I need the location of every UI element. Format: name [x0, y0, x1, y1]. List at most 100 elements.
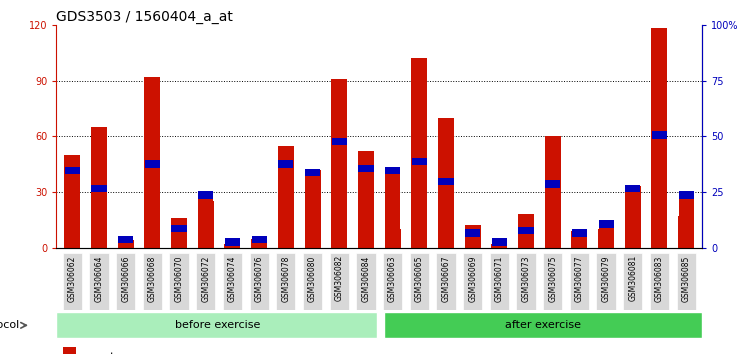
Bar	[412, 165, 427, 248]
Bar	[412, 58, 427, 248]
Text: GSM306069: GSM306069	[468, 255, 477, 302]
Bar	[358, 172, 373, 248]
Bar	[545, 180, 560, 248]
Text: GSM306081: GSM306081	[629, 255, 638, 302]
Text: GSM306084: GSM306084	[361, 255, 370, 302]
Bar	[198, 199, 213, 248]
Text: GSM306085: GSM306085	[682, 255, 691, 302]
Bar	[679, 199, 694, 248]
FancyBboxPatch shape	[170, 253, 189, 310]
Bar	[198, 191, 213, 248]
Bar	[572, 236, 587, 248]
Bar	[465, 229, 481, 248]
Bar	[305, 169, 320, 248]
Bar	[331, 79, 347, 248]
FancyBboxPatch shape	[650, 253, 669, 310]
Bar	[438, 118, 454, 248]
FancyBboxPatch shape	[356, 253, 376, 310]
FancyBboxPatch shape	[463, 253, 482, 310]
Text: GSM306062: GSM306062	[68, 255, 77, 302]
Bar	[145, 167, 160, 248]
Bar	[518, 214, 534, 248]
Text: GSM306068: GSM306068	[148, 255, 157, 302]
Bar	[65, 174, 80, 248]
Text: before exercise: before exercise	[175, 320, 261, 330]
FancyBboxPatch shape	[383, 253, 403, 310]
Bar	[145, 160, 160, 248]
FancyBboxPatch shape	[63, 253, 82, 310]
Text: GSM306071: GSM306071	[495, 255, 504, 302]
Bar	[118, 240, 134, 248]
Text: after exercise: after exercise	[505, 320, 581, 330]
Bar	[358, 151, 374, 248]
Bar	[572, 229, 587, 248]
Bar	[545, 188, 560, 248]
Text: GSM306079: GSM306079	[602, 255, 611, 302]
Bar	[144, 77, 161, 248]
FancyBboxPatch shape	[330, 253, 348, 310]
Text: GSM306082: GSM306082	[335, 255, 344, 302]
FancyBboxPatch shape	[89, 253, 109, 310]
Text: GDS3503 / 1560404_a_at: GDS3503 / 1560404_a_at	[56, 10, 234, 24]
Bar	[332, 138, 347, 248]
Bar	[625, 192, 641, 248]
Bar	[385, 312, 702, 338]
Bar	[198, 201, 214, 248]
FancyBboxPatch shape	[517, 253, 535, 310]
Bar	[518, 234, 534, 248]
Bar	[652, 138, 667, 248]
Bar	[385, 167, 400, 248]
Bar	[278, 167, 294, 248]
Bar	[625, 185, 641, 248]
Bar	[439, 178, 454, 248]
FancyBboxPatch shape	[596, 253, 616, 310]
Text: GSM306065: GSM306065	[415, 255, 424, 302]
Bar	[439, 185, 454, 248]
FancyBboxPatch shape	[143, 253, 162, 310]
Bar	[118, 243, 134, 248]
FancyBboxPatch shape	[436, 253, 456, 310]
Bar	[171, 225, 187, 248]
Text: count: count	[83, 352, 115, 354]
Bar	[465, 225, 481, 248]
FancyBboxPatch shape	[249, 253, 269, 310]
Text: GSM306063: GSM306063	[388, 255, 397, 302]
Bar	[171, 232, 187, 248]
Text: GSM306066: GSM306066	[121, 255, 130, 302]
FancyBboxPatch shape	[543, 253, 562, 310]
Bar	[171, 218, 187, 248]
Bar	[304, 170, 321, 248]
Text: GSM306073: GSM306073	[521, 255, 530, 302]
FancyBboxPatch shape	[677, 253, 695, 310]
Bar	[678, 216, 694, 248]
Bar	[252, 236, 267, 248]
FancyBboxPatch shape	[116, 253, 135, 310]
Bar	[492, 246, 507, 248]
FancyBboxPatch shape	[276, 253, 295, 310]
Text: GSM306074: GSM306074	[228, 255, 237, 302]
Bar	[63, 347, 76, 354]
Bar	[651, 28, 668, 248]
Bar	[599, 228, 614, 248]
Bar	[492, 238, 507, 248]
Text: GSM306072: GSM306072	[201, 255, 210, 302]
Bar	[491, 244, 508, 248]
Bar	[91, 127, 107, 248]
FancyBboxPatch shape	[623, 253, 642, 310]
Bar	[118, 236, 134, 248]
Bar	[225, 246, 240, 248]
Bar	[92, 185, 107, 248]
Bar	[385, 229, 400, 248]
Text: protocol: protocol	[0, 320, 20, 330]
Bar	[252, 243, 267, 248]
Text: GSM306078: GSM306078	[282, 255, 291, 302]
Bar	[278, 160, 294, 248]
FancyBboxPatch shape	[490, 253, 509, 310]
Bar	[225, 238, 240, 248]
Bar	[572, 231, 587, 248]
Text: GSM306080: GSM306080	[308, 255, 317, 302]
Bar	[518, 227, 534, 248]
FancyBboxPatch shape	[223, 253, 242, 310]
FancyBboxPatch shape	[570, 253, 589, 310]
Bar	[65, 155, 80, 248]
